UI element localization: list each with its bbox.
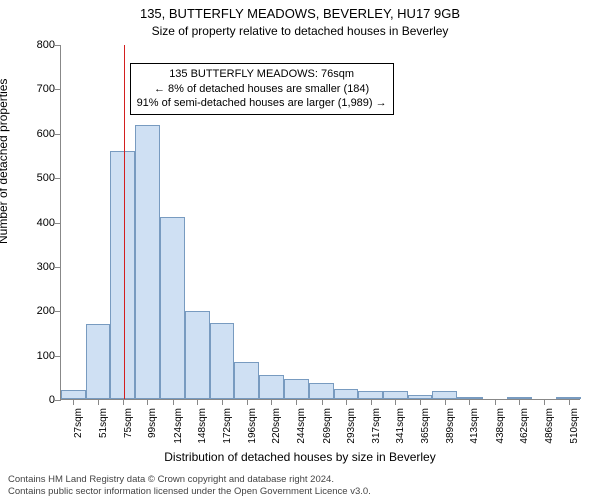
- y-tick-label: 0: [49, 394, 55, 406]
- histogram-bar: [185, 311, 210, 399]
- x-tick-label: 510sqm: [569, 408, 580, 448]
- annotation-box: 135 BUTTERFLY MEADOWS: 76sqm← 8% of deta…: [130, 63, 394, 116]
- histogram-bar: [86, 324, 111, 399]
- x-tick-label: 172sqm: [222, 408, 233, 448]
- chart-title-address: 135, BUTTERFLY MEADOWS, BEVERLEY, HU17 9…: [0, 6, 600, 21]
- histogram-bar: [160, 217, 185, 399]
- property-size-chart: 135, BUTTERFLY MEADOWS, BEVERLEY, HU17 9…: [0, 0, 600, 500]
- histogram-bar: [432, 391, 457, 399]
- histogram-bar: [259, 375, 284, 399]
- x-tick-label: 317sqm: [371, 408, 382, 448]
- annotation-line-1: 135 BUTTERFLY MEADOWS: 76sqm: [137, 67, 387, 82]
- histogram-bar: [61, 390, 86, 399]
- y-tick-label: 600: [37, 128, 55, 140]
- histogram-bar: [284, 379, 310, 399]
- histogram-bar: [135, 125, 161, 399]
- y-tick-label: 100: [37, 350, 55, 362]
- property-marker-line: [124, 45, 125, 399]
- y-tick-label: 800: [37, 39, 55, 51]
- x-tick-label: 75sqm: [123, 408, 134, 448]
- x-tick-label: 293sqm: [346, 408, 357, 448]
- x-axis-label: Distribution of detached houses by size …: [0, 450, 600, 464]
- x-tick-label: 124sqm: [173, 408, 184, 448]
- y-tick-label: 200: [37, 305, 55, 317]
- x-tick-label: 438sqm: [495, 408, 506, 448]
- histogram-bar: [309, 383, 334, 399]
- footer-line-2: Contains public sector information licen…: [8, 486, 371, 498]
- histogram-bar: [110, 151, 135, 400]
- histogram-bar: [358, 391, 383, 399]
- y-tick-label: 500: [37, 172, 55, 184]
- y-axis-label: Number of detached properties: [0, 214, 10, 244]
- x-tick-label: 99sqm: [147, 408, 158, 448]
- histogram-bar: [383, 391, 408, 399]
- footer-line-1: Contains HM Land Registry data © Crown c…: [8, 474, 371, 486]
- histogram-bar: [334, 389, 359, 399]
- x-tick-label: 365sqm: [420, 408, 431, 448]
- x-tick-label: 462sqm: [519, 408, 530, 448]
- y-tick-label: 400: [37, 217, 55, 229]
- annotation-line-2: ← 8% of detached houses are smaller (184…: [137, 82, 387, 97]
- y-tick-label: 700: [37, 83, 55, 95]
- y-tick-label: 300: [37, 261, 55, 273]
- chart-subtitle: Size of property relative to detached ho…: [0, 24, 600, 38]
- x-tick-label: 27sqm: [73, 408, 84, 448]
- x-tick-label: 220sqm: [271, 408, 282, 448]
- x-tick-label: 269sqm: [322, 408, 333, 448]
- x-tick-label: 244sqm: [296, 408, 307, 448]
- x-tick-label: 148sqm: [197, 408, 208, 448]
- x-tick-label: 51sqm: [98, 408, 109, 448]
- histogram-bar: [210, 323, 235, 399]
- plot-area: 010020030040050060070080027sqm51sqm75sqm…: [60, 45, 580, 400]
- x-tick-label: 486sqm: [544, 408, 555, 448]
- annotation-line-3: 91% of semi-detached houses are larger (…: [137, 96, 387, 111]
- x-tick-label: 389sqm: [445, 408, 456, 448]
- x-tick-label: 341sqm: [395, 408, 406, 448]
- x-tick-label: 196sqm: [247, 408, 258, 448]
- histogram-bar: [234, 362, 259, 399]
- copyright-footer: Contains HM Land Registry data © Crown c…: [8, 474, 371, 498]
- x-tick-label: 413sqm: [469, 408, 480, 448]
